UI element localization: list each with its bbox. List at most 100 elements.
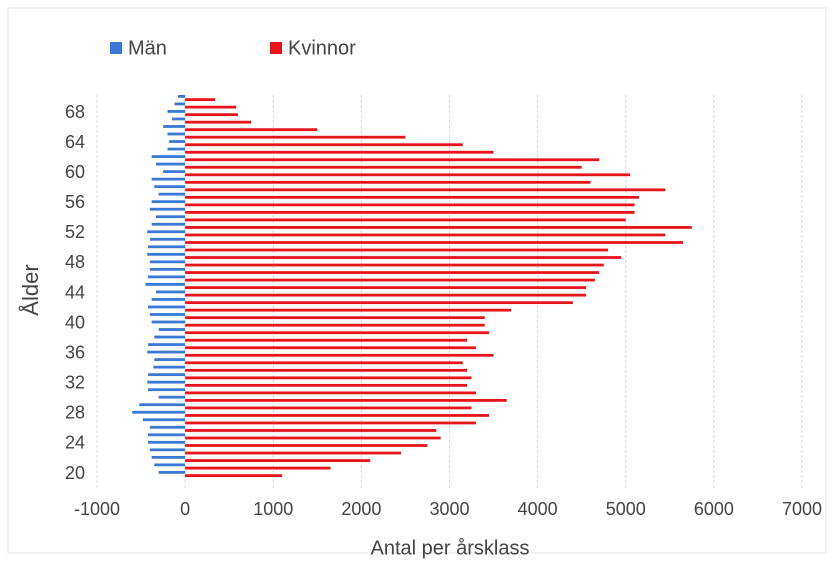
bar xyxy=(185,278,595,282)
bar xyxy=(185,195,639,199)
bar xyxy=(185,286,587,289)
bar xyxy=(148,343,186,346)
bar xyxy=(185,414,490,417)
bar xyxy=(185,248,609,252)
bar xyxy=(185,188,666,192)
bar xyxy=(185,301,573,305)
chart-border xyxy=(7,7,827,554)
x-tick-label: 5000 xyxy=(606,499,646,519)
bar xyxy=(148,388,186,392)
bar xyxy=(185,105,237,109)
bar xyxy=(148,245,186,249)
bar xyxy=(185,218,626,222)
bar xyxy=(154,185,186,189)
bar xyxy=(149,267,186,271)
bar xyxy=(185,338,468,342)
bar xyxy=(163,125,186,128)
bar xyxy=(154,335,186,339)
bar xyxy=(185,383,468,387)
bar xyxy=(185,316,485,320)
bar xyxy=(185,323,485,327)
bar xyxy=(153,365,186,369)
bar xyxy=(148,440,186,444)
y-tick-label: 48 xyxy=(65,252,85,272)
y-tick-label: 64 xyxy=(65,132,85,152)
bar xyxy=(185,444,428,447)
bar xyxy=(149,313,186,316)
x-tick-label: 3000 xyxy=(429,499,469,519)
bar xyxy=(167,132,186,136)
x-axis-title: Antal per årsklass xyxy=(371,537,530,559)
bar xyxy=(147,252,186,256)
bar xyxy=(185,474,283,477)
bar xyxy=(151,177,186,181)
y-axis-title: Ålder xyxy=(18,264,43,315)
bar xyxy=(185,406,472,410)
bar xyxy=(185,368,468,372)
bar xyxy=(185,459,371,462)
bar xyxy=(185,353,494,357)
x-tick-label: -1000 xyxy=(74,499,120,519)
bar xyxy=(185,120,252,124)
y-tick-label: 44 xyxy=(65,282,85,302)
y-tick-label: 68 xyxy=(65,102,85,122)
bar xyxy=(185,436,441,440)
bar xyxy=(148,305,186,309)
bar xyxy=(158,328,186,331)
y-tick-label: 32 xyxy=(65,373,85,393)
legend-label: Män xyxy=(128,37,167,59)
bar xyxy=(148,373,186,377)
bar xyxy=(185,203,635,207)
bar xyxy=(185,128,318,132)
bar xyxy=(151,320,186,324)
bar xyxy=(158,395,186,399)
bar xyxy=(185,331,490,335)
bar xyxy=(185,391,476,395)
bar xyxy=(185,233,666,237)
bar xyxy=(185,180,591,184)
bar xyxy=(154,358,186,361)
y-tick-label: 36 xyxy=(65,342,85,362)
bar xyxy=(158,192,186,196)
bar xyxy=(148,275,186,279)
bar xyxy=(149,207,186,211)
bar xyxy=(163,170,186,173)
bar xyxy=(156,290,186,294)
bar xyxy=(185,143,463,147)
bar xyxy=(154,463,186,467)
bar xyxy=(158,471,186,474)
y-tick-label: 40 xyxy=(65,312,85,332)
bar xyxy=(151,155,186,158)
y-tick-label: 52 xyxy=(65,222,85,242)
x-tick-label: 0 xyxy=(180,499,190,519)
bar xyxy=(185,263,604,267)
y-tick-label: 60 xyxy=(65,162,85,182)
bar xyxy=(156,162,186,166)
bar xyxy=(185,165,582,169)
legend-label: Kvinnor xyxy=(288,37,356,59)
bar xyxy=(149,260,186,264)
bar xyxy=(151,298,186,301)
bar xyxy=(185,346,476,350)
bar xyxy=(185,308,512,312)
bar xyxy=(169,140,186,143)
x-tick-label: 6000 xyxy=(694,499,734,519)
bar xyxy=(147,350,186,354)
x-tick-label: 1000 xyxy=(253,499,293,519)
bar xyxy=(151,455,186,459)
bar xyxy=(147,230,186,234)
bar xyxy=(151,222,186,226)
bar xyxy=(149,448,186,452)
bar xyxy=(185,256,622,259)
bar xyxy=(167,147,186,151)
bar xyxy=(132,410,186,414)
bar xyxy=(185,399,507,402)
y-tick-label: 24 xyxy=(65,433,85,453)
bar xyxy=(185,113,238,117)
bar xyxy=(167,110,186,113)
x-tick-label: 7000 xyxy=(782,499,822,519)
bar xyxy=(149,425,186,429)
bar xyxy=(156,215,186,219)
bar xyxy=(185,376,472,380)
bar xyxy=(178,95,186,98)
